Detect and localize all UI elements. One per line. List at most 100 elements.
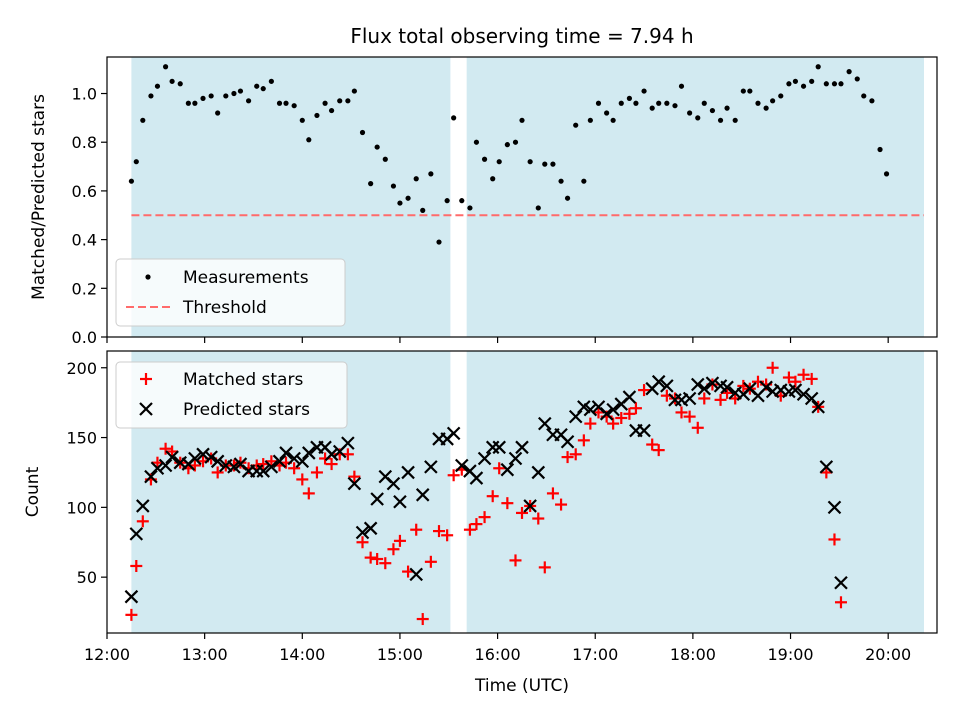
predicted-star-point [347, 476, 362, 491]
predicted-star-point [523, 499, 537, 513]
bottom-x-tick-label: 13:00 [182, 645, 228, 664]
predicted-star-point [279, 446, 293, 460]
predicted-star-point [796, 387, 811, 402]
predicted-marker-b [409, 567, 423, 582]
predicted-star-point [158, 458, 173, 473]
top-legend-box [115, 258, 346, 327]
matched-star-point [782, 371, 795, 384]
matched-star-point [538, 561, 551, 574]
measurement-point [413, 176, 419, 182]
predicted-marker-b [523, 499, 537, 513]
predicted-marker-b [705, 376, 720, 390]
measurement-point [306, 137, 312, 143]
bottom-panel: 50 100 150 200 12:00 13:00 14:00 15:00 16:00 17:… [23, 350, 938, 696]
measurement-point [701, 100, 707, 106]
predicted-marker-b [651, 374, 666, 389]
measurement-point [672, 103, 678, 109]
measurement-point [610, 117, 616, 123]
measurement-point [359, 129, 366, 136]
measurement-point [237, 88, 244, 94]
measurement-point [527, 159, 533, 165]
measurement-point [291, 103, 297, 109]
predicted-star-point [455, 458, 469, 473]
matched-star-point [683, 410, 696, 423]
predicted-marker-b [697, 381, 712, 396]
measurement-point [695, 115, 701, 121]
predicted-marker-b [515, 440, 529, 455]
predicted-marker-b [463, 464, 477, 478]
measurement-point [268, 78, 274, 84]
bottom-x-tick-label: 19:00 [767, 645, 813, 664]
top-x-ticks [106, 337, 889, 343]
predicted-marker-b [302, 446, 316, 460]
predicted-star-point [446, 426, 461, 441]
matched-star-point [433, 525, 445, 538]
measurement-point [390, 183, 397, 189]
measurement-point [436, 239, 442, 245]
top-legend: Measurements Threshold [115, 258, 346, 327]
matched-star-point [371, 553, 384, 566]
measurement-point [815, 64, 821, 70]
predicted-star-point [568, 409, 583, 424]
measurement-point [314, 112, 320, 119]
predicted-marker-b [355, 525, 370, 540]
matched-star-point [820, 466, 833, 479]
predicted-star-point [341, 436, 355, 450]
predicted-star-point [622, 390, 637, 404]
predicted-marker-b [660, 379, 674, 393]
matched-star-point [348, 470, 361, 483]
measurement-point [581, 178, 587, 184]
measurement-point [786, 81, 792, 87]
measurement-point [322, 100, 328, 106]
predicted-marker-b [599, 407, 614, 421]
predicted-marker-b [204, 450, 218, 464]
top-y-tick-label: 0.8 [72, 133, 97, 152]
predicted-marker-b [622, 390, 637, 404]
measurement-point [337, 98, 343, 104]
predicted-marker-b [637, 423, 651, 438]
predicted-star-point [788, 383, 803, 397]
matched-star-point [288, 462, 301, 475]
measurement-point [192, 100, 198, 106]
measurement-point [231, 90, 237, 97]
measurement-point [512, 139, 519, 145]
top-y-tick-label: 1.0 [72, 85, 97, 104]
predicted-marker-b [477, 451, 492, 466]
top-y-axis-label: Matched/Predicted stars [29, 94, 49, 300]
bottom-y-tick-label: 50 [77, 568, 97, 587]
measurement-point [854, 76, 860, 82]
predicted-marker-b [455, 458, 469, 473]
predicted-marker-b [324, 447, 339, 462]
measurement-point [185, 100, 191, 106]
predicted-star-point [651, 374, 666, 389]
predicted-marker-b [606, 402, 620, 417]
measurement-point [299, 117, 305, 123]
matched-star-point [416, 613, 429, 626]
measurement-point [831, 81, 838, 87]
predicted-star-point [295, 454, 310, 469]
matched-star-point [646, 438, 659, 451]
measurement-point [519, 117, 525, 123]
measurement-point [208, 93, 214, 99]
measurement-point [778, 93, 784, 99]
predicted-marker-b [233, 457, 248, 471]
measurement-point [732, 117, 738, 123]
legend-predicted-label: Predicted stars [183, 400, 310, 420]
measurement-point [740, 88, 746, 94]
predicted-marker-b [469, 471, 484, 485]
predicted-star-point [264, 460, 279, 474]
matched-star-point [501, 497, 514, 510]
predicted-marker-b [386, 476, 401, 491]
measurement-point [633, 100, 639, 106]
measurement-point [177, 81, 183, 87]
matched-star-point [638, 384, 651, 397]
matched-star-point [509, 554, 522, 567]
predicted-marker-b [713, 379, 728, 393]
bottom-x-tick-label: 12:00 [84, 645, 130, 664]
measurement-point [535, 205, 541, 211]
measurement-point [200, 95, 206, 101]
measurement-point [467, 205, 473, 211]
predicted-marker-b [363, 521, 378, 536]
measurement-point [397, 200, 403, 206]
predicted-star-point [827, 500, 842, 515]
